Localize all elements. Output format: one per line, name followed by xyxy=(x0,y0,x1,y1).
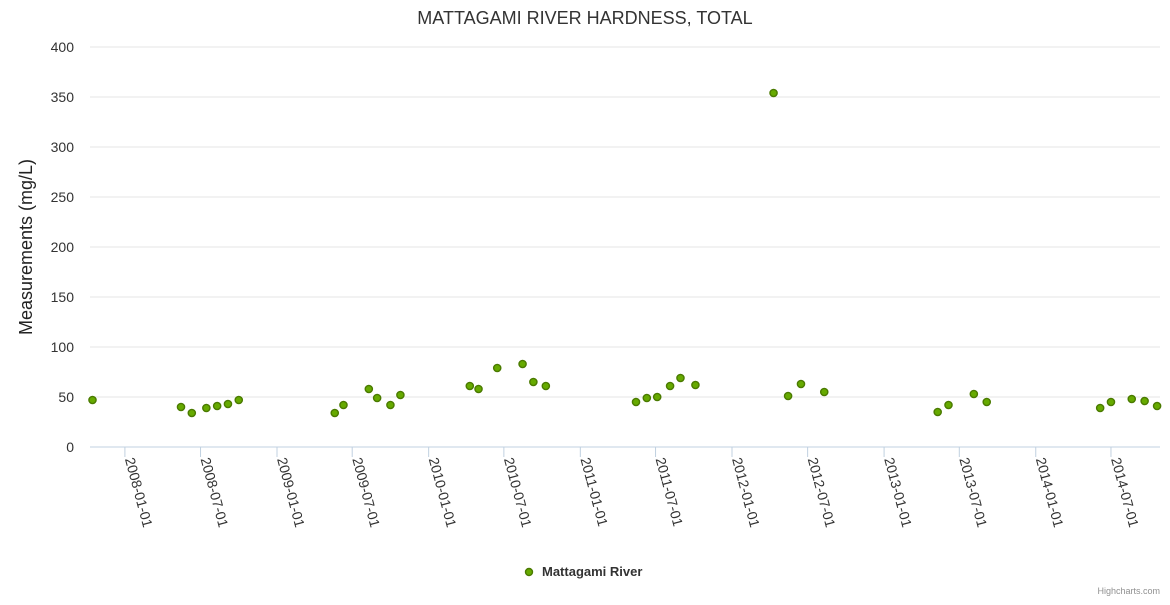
data-point[interactable] xyxy=(783,391,793,401)
data-point[interactable] xyxy=(364,384,374,394)
data-point[interactable] xyxy=(631,397,641,407)
x-axis-ticks: 2008-01-01 2008-07-01 2009-01-01 2009-07-01… xyxy=(122,447,1142,529)
data-point[interactable] xyxy=(652,392,662,402)
data-point[interactable] xyxy=(234,395,244,405)
y-tick-label: 150 xyxy=(51,289,75,305)
y-axis-label: Measurements (mg/L) xyxy=(16,159,36,335)
data-point[interactable] xyxy=(1140,396,1149,406)
legend[interactable]: Mattagami River xyxy=(524,564,643,579)
y-axis-ticks: 0 50 100 150 200 250 300 350 400 xyxy=(51,39,75,455)
x-tick-label: 2010-07-01 xyxy=(501,456,535,530)
x-tick-label: 2008-01-01 xyxy=(122,456,156,530)
data-point[interactable] xyxy=(691,380,700,390)
x-tick-label: 2011-01-01 xyxy=(577,456,611,529)
y-tick-label: 50 xyxy=(58,389,74,405)
data-point[interactable] xyxy=(330,408,340,418)
data-point[interactable] xyxy=(933,407,942,417)
data-point[interactable] xyxy=(1095,403,1105,413)
data-point[interactable] xyxy=(541,381,551,391)
data-point[interactable] xyxy=(1127,394,1137,404)
data-point[interactable] xyxy=(474,384,483,394)
x-tick-label: 2009-07-01 xyxy=(349,456,383,530)
data-point[interactable] xyxy=(223,399,233,409)
x-tick-label: 2013-07-01 xyxy=(956,456,990,530)
data-point[interactable] xyxy=(176,402,186,412)
data-point[interactable] xyxy=(187,408,197,418)
data-point[interactable] xyxy=(212,401,222,411)
data-point[interactable] xyxy=(676,373,685,383)
data-point[interactable] xyxy=(465,381,475,391)
credits-link[interactable]: Highcharts.com xyxy=(1097,586,1160,596)
x-tick-label: 2013-01-01 xyxy=(881,456,915,530)
data-point[interactable] xyxy=(769,88,778,98)
data-points xyxy=(88,88,1162,418)
legend-item-mattagami-river[interactable]: Mattagami River xyxy=(542,564,642,579)
x-tick-label: 2014-07-01 xyxy=(1108,456,1142,530)
x-tick-label: 2014-01-01 xyxy=(1033,456,1067,530)
y-tick-label: 200 xyxy=(51,239,75,255)
data-point[interactable] xyxy=(492,363,502,373)
x-tick-label: 2012-01-01 xyxy=(729,456,763,530)
data-point[interactable] xyxy=(339,400,348,410)
grid-lines xyxy=(90,46,1160,398)
y-tick-label: 300 xyxy=(51,139,75,155)
data-point[interactable] xyxy=(202,403,211,413)
y-tick-label: 0 xyxy=(66,439,74,455)
data-point[interactable] xyxy=(642,393,652,403)
legend-marker-icon[interactable] xyxy=(524,567,534,577)
x-tick-label: 2010-01-01 xyxy=(426,456,460,530)
x-tick-label: 2012-07-01 xyxy=(805,456,839,530)
y-tick-label: 350 xyxy=(51,89,75,105)
data-point[interactable] xyxy=(372,393,382,403)
data-point[interactable] xyxy=(969,389,979,399)
y-tick-label: 100 xyxy=(51,339,75,355)
data-point[interactable] xyxy=(518,359,527,369)
data-point[interactable] xyxy=(796,379,806,389)
y-tick-label: 400 xyxy=(51,39,75,55)
x-tick-label: 2008-07-01 xyxy=(198,456,232,530)
data-point[interactable] xyxy=(529,377,538,387)
data-point[interactable] xyxy=(1106,397,1116,407)
data-point[interactable] xyxy=(665,381,675,391)
data-point[interactable] xyxy=(88,395,97,405)
data-point[interactable] xyxy=(1152,401,1162,411)
x-tick-label: 2011-07-01 xyxy=(653,456,687,529)
data-point[interactable] xyxy=(982,397,992,407)
chart-title: MATTAGAMI RIVER HARDNESS, TOTAL xyxy=(417,8,752,28)
x-tick-label: 2009-01-01 xyxy=(274,456,308,530)
data-point[interactable] xyxy=(819,387,829,397)
y-tick-label: 250 xyxy=(51,189,75,205)
data-point[interactable] xyxy=(386,400,395,410)
data-point[interactable] xyxy=(396,390,405,400)
data-point[interactable] xyxy=(944,400,953,410)
